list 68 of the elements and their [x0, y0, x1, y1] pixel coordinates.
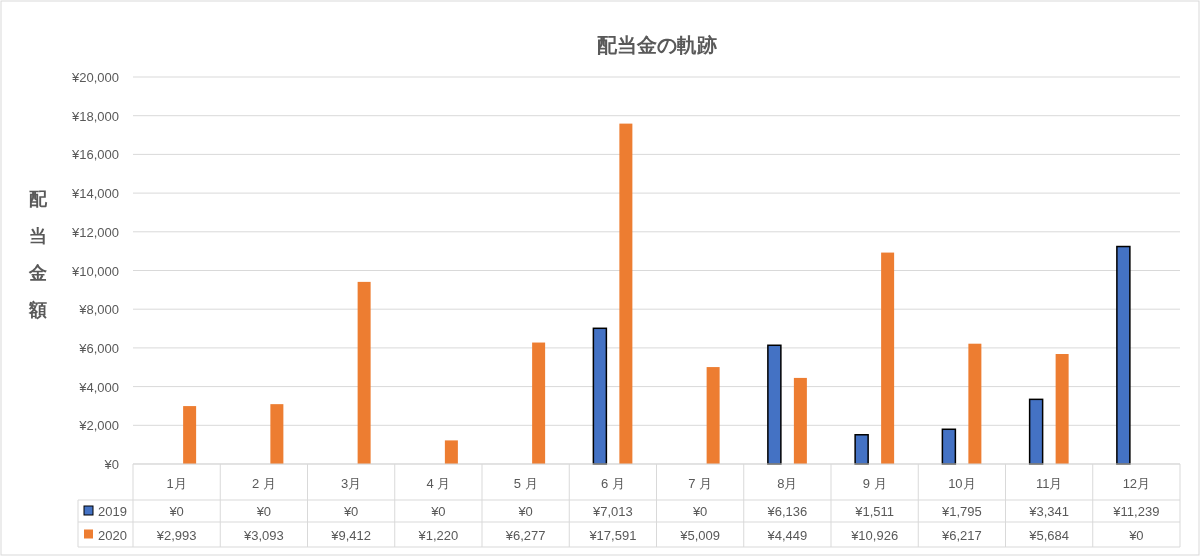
data-label: ¥5,009 — [679, 527, 721, 543]
bar — [767, 344, 782, 465]
data-label: ¥6,277 — [504, 527, 546, 543]
data-label: ¥17,591 — [588, 527, 637, 543]
data-label: ¥7,013 — [591, 504, 633, 519]
data-label: ¥0 — [168, 504, 184, 519]
bar — [1028, 398, 1044, 465]
y-tick-label: ¥12,000 — [71, 224, 119, 240]
bar — [357, 281, 371, 464]
x-tick-label: 10月 — [948, 476, 976, 491]
data-label: ¥5,684 — [1028, 527, 1070, 543]
bar — [968, 343, 982, 464]
y-axis-title: 配当金額 — [28, 189, 48, 320]
bar — [706, 367, 720, 464]
data-label: ¥3,093 — [242, 527, 284, 543]
y-tick-label: ¥14,000 — [71, 186, 119, 202]
x-tick-label: 3月 — [341, 476, 362, 491]
bar — [1055, 354, 1069, 464]
x-tick-label: 7 月 — [688, 476, 713, 491]
data-label: ¥0 — [1128, 527, 1144, 543]
x-tick-label: 4 月 — [426, 476, 451, 491]
chart-title: 配当金の軌跡 — [596, 34, 717, 56]
data-label: ¥6,217 — [940, 527, 982, 543]
y-tick-label: ¥0 — [103, 457, 119, 472]
bar — [854, 434, 869, 465]
y-tick-label: ¥6,000 — [78, 340, 119, 356]
bar — [592, 327, 608, 465]
x-tick-label: 2 月 — [251, 476, 276, 491]
bar — [619, 123, 633, 464]
x-tick-label: 12月 — [1122, 476, 1151, 491]
bar — [444, 440, 458, 464]
data-label: ¥0 — [691, 504, 708, 519]
y-tick-label: ¥8,000 — [78, 302, 119, 318]
x-tick-label: 5 月 — [513, 476, 538, 491]
data-label: ¥1,220 — [417, 527, 459, 543]
x-tick-label: 9 月 — [862, 476, 887, 491]
y-tick-label: ¥16,000 — [71, 147, 119, 163]
data-label: ¥0 — [430, 504, 446, 519]
data-label: ¥1,795 — [940, 504, 982, 519]
data-label: ¥9,412 — [330, 527, 372, 543]
y-tick-label: ¥18,000 — [71, 108, 119, 124]
data-label: ¥2,993 — [155, 527, 197, 543]
data-label: ¥0 — [255, 504, 272, 519]
bar — [793, 377, 807, 464]
y-tick-label: ¥20,000 — [71, 70, 119, 85]
data-label: ¥0 — [342, 504, 359, 519]
x-tick-label: 8月 — [777, 476, 798, 491]
y-tick-label: ¥2,000 — [78, 418, 119, 434]
bar — [941, 428, 957, 465]
data-label: ¥10,926 — [850, 527, 899, 543]
bar — [270, 404, 284, 464]
bar — [183, 406, 197, 464]
legend-label: 2019 — [98, 504, 127, 519]
bar — [1116, 245, 1131, 465]
bar — [532, 342, 546, 464]
x-tick-label: 6 月 — [600, 476, 625, 491]
x-tick-label: 1月 — [166, 476, 187, 491]
data-label: ¥0 — [517, 504, 533, 519]
y-tick-label: ¥10,000 — [71, 263, 119, 279]
y-tick-label: ¥4,000 — [78, 379, 119, 395]
data-label: ¥6,136 — [766, 504, 808, 519]
data-label: ¥4,449 — [766, 527, 808, 543]
data-label: ¥3,341 — [1028, 504, 1070, 519]
data-label: ¥1,511 — [854, 504, 895, 519]
x-tick-label: 11月 — [1035, 476, 1063, 491]
bar — [881, 252, 895, 464]
legend-label: 2020 — [98, 527, 127, 543]
data-label: ¥11,239 — [1112, 504, 1160, 519]
